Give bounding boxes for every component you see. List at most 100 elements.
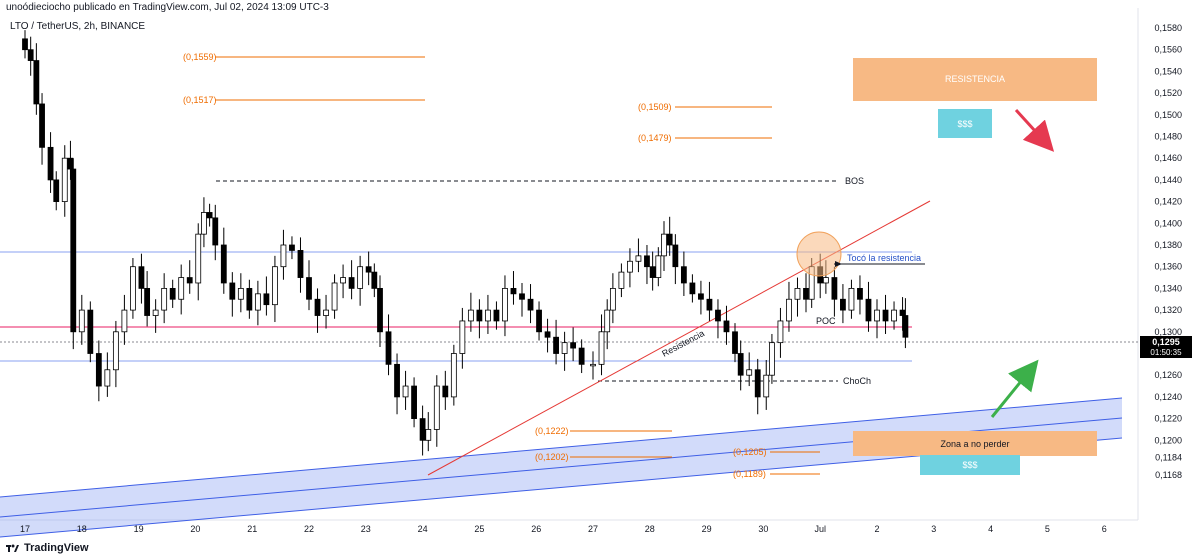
money-box-top-label: $$$ <box>957 119 972 129</box>
money-box-bottom-label: $$$ <box>962 460 977 470</box>
candle-body <box>280 244 287 268</box>
bos-label: BOS <box>845 176 864 186</box>
candle-body <box>53 179 60 202</box>
candle-body <box>121 309 128 333</box>
candle-body <box>377 287 383 333</box>
candle-body <box>840 298 846 311</box>
candle-body <box>590 363 596 367</box>
candle-body <box>618 271 625 289</box>
candle-body <box>144 287 151 316</box>
candle-body <box>246 287 253 311</box>
candle-body <box>27 49 34 61</box>
level-label: (0,1559) <box>183 52 217 62</box>
price-axis[interactable]: 0,1580 0,1560 0,1540 0,1520 0,1500 0,1480 0,14… <box>1154 23 1182 480</box>
candle-body <box>706 298 713 311</box>
price-tick-label: 0,1460 <box>1154 153 1182 163</box>
price-tick-label: 0,1260 <box>1154 370 1182 380</box>
price-tick-label: 0,1220 <box>1154 414 1182 424</box>
time-tick-label: 5 <box>1045 524 1050 534</box>
candle-body <box>786 298 792 322</box>
candle-body <box>237 287 244 300</box>
candle-body <box>502 287 508 322</box>
symbol-label[interactable]: LTO / TetherUS, 2h, BINANCE <box>10 21 146 32</box>
time-tick-label: 19 <box>134 524 144 534</box>
level-label: (0,1202) <box>535 452 569 462</box>
price-tick-label: 0,1240 <box>1154 392 1182 402</box>
choch-label: ChoCh <box>843 376 871 386</box>
candle-body <box>212 217 219 246</box>
level-label: (0,1222) <box>535 426 569 436</box>
last-price-badge <box>1140 336 1192 358</box>
price-levels[interactable]: (0,1559) (0,1517) (0,1509) (0,1479) (0,1222)… <box>183 52 820 479</box>
candle-body <box>763 374 770 398</box>
price-tick-label: 0,1400 <box>1154 218 1182 228</box>
candle-body <box>87 309 94 354</box>
price-tick-label: 0,1380 <box>1154 240 1182 250</box>
resistance-trendline[interactable] <box>427 200 931 476</box>
time-tick-label: 26 <box>531 524 541 534</box>
candle-body <box>822 277 829 284</box>
publisher-header: unoódieciocho publicado en TradingView.c… <box>6 2 329 13</box>
footer: TradingView <box>6 542 89 554</box>
candle-body <box>433 385 440 430</box>
candle-body <box>857 287 863 300</box>
candle-body <box>314 298 321 316</box>
tradingview-logo-icon <box>6 544 19 552</box>
candle-body <box>902 315 909 338</box>
time-axis[interactable]: 17 18 19 20 21 22 23 24 25 26 27 28 29 30 Jul 2 3 4 5 6 <box>20 524 1107 534</box>
money-box-bottom[interactable] <box>920 455 1020 475</box>
candle-body <box>874 309 880 322</box>
candle-body <box>803 287 809 300</box>
candle-body <box>627 260 633 273</box>
candle-body <box>644 255 650 268</box>
candle-body <box>22 38 28 51</box>
resistance-zone[interactable] <box>853 58 1097 101</box>
price-tick-label: 0,1184 <box>1155 453 1182 463</box>
time-tick-label: 30 <box>758 524 768 534</box>
candle-body <box>635 255 642 262</box>
candle-body <box>78 309 85 333</box>
touch-circle[interactable] <box>796 231 842 277</box>
candle-body <box>161 287 168 311</box>
keep-zone[interactable] <box>853 431 1097 456</box>
candle-body <box>130 266 136 311</box>
candle-body <box>323 309 329 316</box>
time-tick-label: Jul <box>814 524 826 534</box>
price-tick-label: 0,1168 <box>1155 470 1182 480</box>
candle-body <box>419 418 426 441</box>
candle-body <box>754 369 761 398</box>
time-tick-label: 2 <box>874 524 879 534</box>
candle-body <box>732 331 738 354</box>
price-tick-label: 0,1520 <box>1154 88 1182 98</box>
price-tick-label: 0,1560 <box>1154 45 1182 55</box>
candle-body <box>553 336 559 354</box>
level-label: (0,1517) <box>183 95 217 105</box>
candle-body <box>493 309 500 322</box>
candle-body <box>220 244 227 284</box>
money-box-top[interactable] <box>938 109 992 138</box>
candle-body <box>666 233 673 246</box>
up-arrow-icon[interactable] <box>990 359 1039 418</box>
time-tick-label: 28 <box>645 524 655 534</box>
candle-body <box>527 298 534 311</box>
candle-body <box>340 277 346 284</box>
candle-body <box>195 233 202 284</box>
candle-body <box>371 271 378 289</box>
level-label: (0,1479) <box>638 133 672 143</box>
candle-body <box>769 342 775 376</box>
candle-body <box>689 282 696 295</box>
candle-body <box>661 233 667 257</box>
candle-body <box>891 309 897 322</box>
candle-body <box>655 255 662 278</box>
candle-body <box>112 331 119 371</box>
candle-body <box>411 385 417 419</box>
candle-body <box>698 293 704 300</box>
candle-body <box>848 287 855 311</box>
poc-label: POC <box>816 316 836 326</box>
candle-body <box>47 146 54 181</box>
down-arrow-icon[interactable] <box>1014 108 1055 152</box>
price-tick-label: 0,1420 <box>1154 197 1182 207</box>
candlestick-series <box>22 30 909 456</box>
channel-top-line <box>0 397 1123 498</box>
